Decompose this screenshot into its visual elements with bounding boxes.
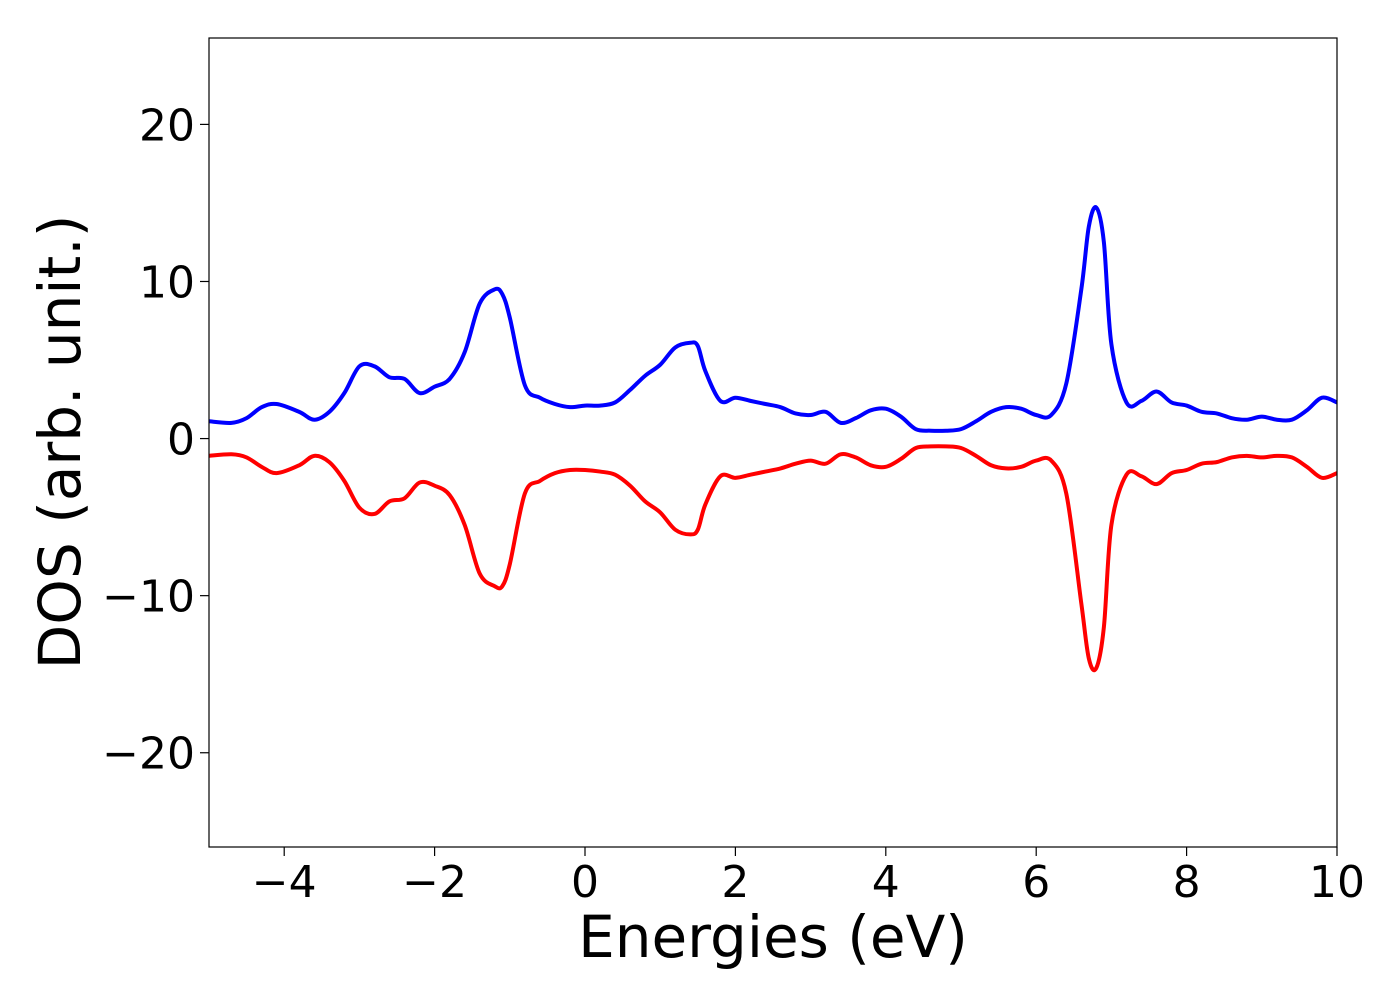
x-tick-label: 6 — [1022, 857, 1050, 908]
series-line-red — [208, 444, 1338, 673]
x-tick-label: 4 — [872, 857, 900, 908]
y-axis-ticks: −20 −10 0 10 20 — [102, 100, 209, 780]
x-tick-label: −2 — [402, 857, 467, 908]
x-axis-ticks: −4 −2 0 2 4 6 8 10 — [252, 847, 1365, 908]
x-tick-label: 0 — [571, 857, 599, 908]
x-tick-label: 8 — [1173, 857, 1201, 908]
x-tick-label: 10 — [1309, 857, 1365, 908]
y-tick-label: −20 — [102, 729, 195, 780]
y-tick-label: 0 — [167, 415, 195, 466]
y-tick-label: 20 — [139, 100, 195, 151]
x-axis-label: Energies (eV) — [578, 903, 968, 971]
y-tick-label: 10 — [139, 257, 195, 308]
y-axis-label: DOS (arb. unit.) — [26, 215, 94, 670]
plot-frame — [208, 37, 1338, 848]
y-tick-label: −10 — [102, 572, 195, 623]
x-tick-label: −4 — [252, 857, 317, 908]
series-layer — [208, 205, 1338, 673]
x-tick-label: 2 — [721, 857, 749, 908]
series-line-blue — [208, 205, 1338, 433]
